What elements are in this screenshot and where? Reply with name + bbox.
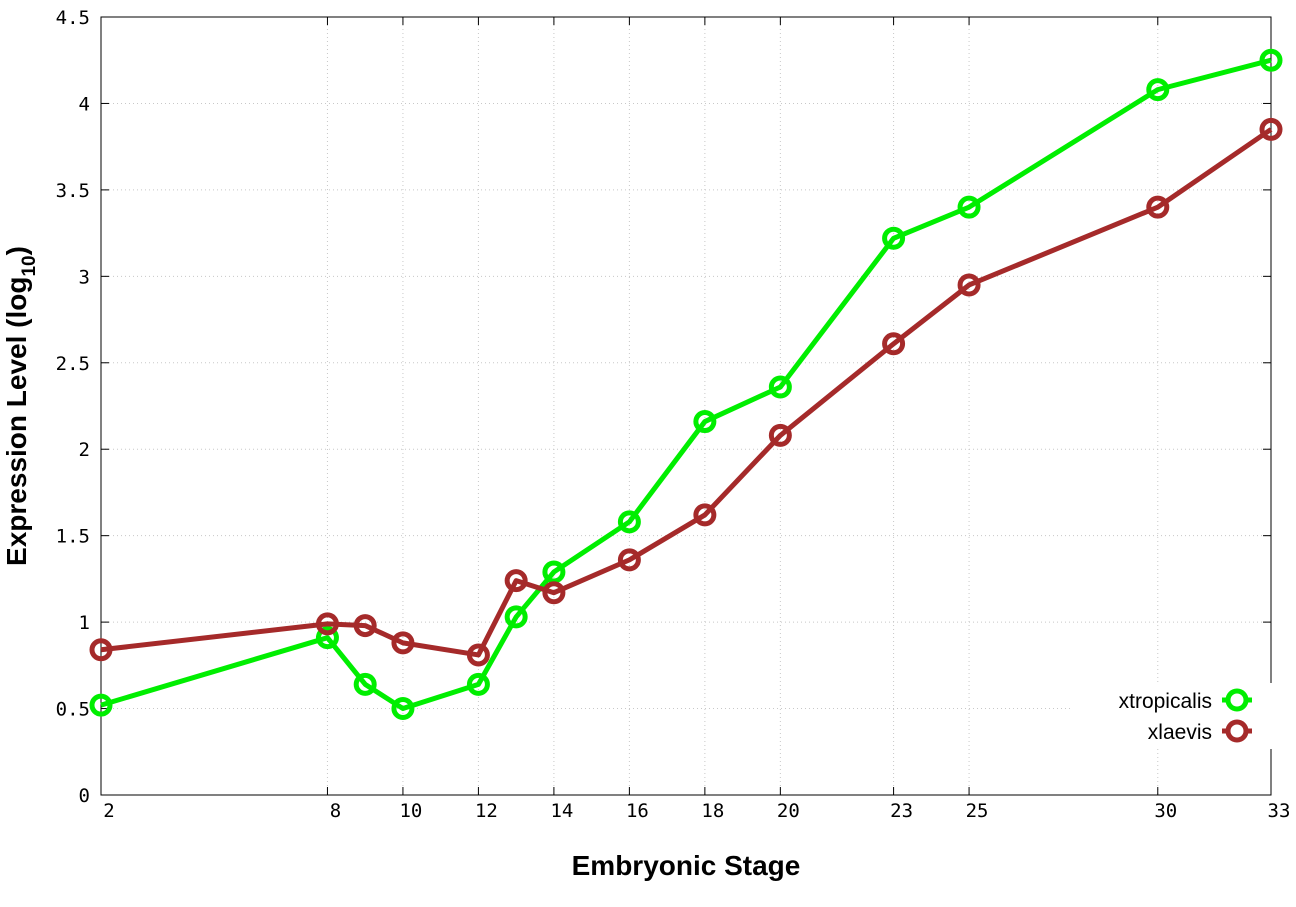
data-point-xtropicalis xyxy=(466,672,490,696)
y-tick-label: 3.5 xyxy=(56,180,90,202)
legend-swatch-marker-xtropicalis xyxy=(1225,688,1249,712)
data-point-xlaevis xyxy=(542,581,566,605)
grid-lines xyxy=(101,17,1271,795)
x-tick-label: 33 xyxy=(1268,800,1291,822)
x-tick-label: 14 xyxy=(550,800,573,822)
data-point-xtropicalis xyxy=(1259,48,1283,72)
y-tick-label: 1.5 xyxy=(56,526,90,548)
data-point-xlaevis xyxy=(768,423,792,447)
data-point-xtropicalis xyxy=(957,195,981,219)
legend-label-xtropicalis: xtropicalis xyxy=(1119,690,1212,713)
legend-label-xlaevis: xlaevis xyxy=(1148,721,1212,744)
data-point-xlaevis xyxy=(1146,195,1170,219)
series-xtropicalis xyxy=(89,48,1283,721)
y-axis-title-main: Expression Level (log xyxy=(1,277,32,566)
y-tick-label: 1 xyxy=(79,612,90,634)
y-tick-label: 0 xyxy=(79,785,90,807)
x-tick-label: 30 xyxy=(1154,800,1177,822)
y-axis-title: Expression Level (log10) xyxy=(1,246,40,566)
x-tick-labels: 2 8 10 12 14 16 18 20 23 25 30 33 xyxy=(103,800,1290,822)
legend: xtropicalis xlaevis xyxy=(1072,683,1272,749)
plot-frame xyxy=(100,16,1272,796)
y-tick-label: 2.5 xyxy=(56,353,90,375)
data-point-xlaevis xyxy=(957,273,981,297)
y-axis-title-subscript: 10 xyxy=(19,255,40,276)
data-point-xtropicalis xyxy=(353,672,377,696)
data-point-xlaevis xyxy=(617,548,641,572)
data-point-xtropicalis xyxy=(1146,78,1170,102)
data-point-xtropicalis xyxy=(768,375,792,399)
data-point-xtropicalis xyxy=(617,510,641,534)
legend-swatch-marker-xlaevis xyxy=(1225,719,1249,743)
x-tick-label: 18 xyxy=(701,800,724,822)
data-point-xlaevis xyxy=(89,638,113,662)
x-tick-label: 12 xyxy=(475,800,498,822)
x-tick-label: 23 xyxy=(890,800,913,822)
x-tick-label: 20 xyxy=(777,800,800,822)
x-tick-label: 2 xyxy=(103,800,114,822)
data-point-xtropicalis xyxy=(89,693,113,717)
data-point-xlaevis xyxy=(315,612,339,636)
y-tick-label: 3 xyxy=(79,266,90,288)
data-point-xtropicalis xyxy=(693,410,717,434)
data-point-xtropicalis xyxy=(882,226,906,250)
data-point-xlaevis xyxy=(466,643,490,667)
data-point-xlaevis xyxy=(391,631,415,655)
data-point-xlaevis xyxy=(504,569,528,593)
x-tick-label: 10 xyxy=(399,800,422,822)
data-point-xlaevis xyxy=(1259,117,1283,141)
y-tick-labels: 0 0.5 1 1.5 2 2.5 3 3.5 4 4.5 xyxy=(56,7,90,807)
data-point-xlaevis xyxy=(353,614,377,638)
y-tick-label: 4.5 xyxy=(56,7,90,29)
data-point-xtropicalis xyxy=(504,605,528,629)
data-point-xtropicalis xyxy=(391,697,415,721)
series-xlaevis xyxy=(89,117,1283,667)
data-point-xlaevis xyxy=(882,332,906,356)
data-point-xtropicalis xyxy=(542,560,566,584)
y-tick-label: 0.5 xyxy=(56,699,90,721)
x-tick-label: 16 xyxy=(626,800,649,822)
legend-entry-xlaevis: xlaevis xyxy=(1148,719,1252,744)
legend-entry-xtropicalis: xtropicalis xyxy=(1119,688,1252,713)
series-layer xyxy=(89,48,1283,721)
x-axis-title: Embryonic Stage xyxy=(572,850,801,881)
data-point-xtropicalis xyxy=(315,626,339,650)
y-axis-title-close: ) xyxy=(1,246,32,255)
x-tick-label: 25 xyxy=(966,800,989,822)
x-tick-label: 8 xyxy=(330,800,341,822)
series-line-xlaevis xyxy=(100,127,1273,658)
data-point-xlaevis xyxy=(693,503,717,527)
series-line-xtropicalis xyxy=(100,57,1272,712)
y-tick-label: 2 xyxy=(79,439,90,461)
tick-marks xyxy=(100,16,1272,796)
y-tick-label: 4 xyxy=(79,93,90,115)
